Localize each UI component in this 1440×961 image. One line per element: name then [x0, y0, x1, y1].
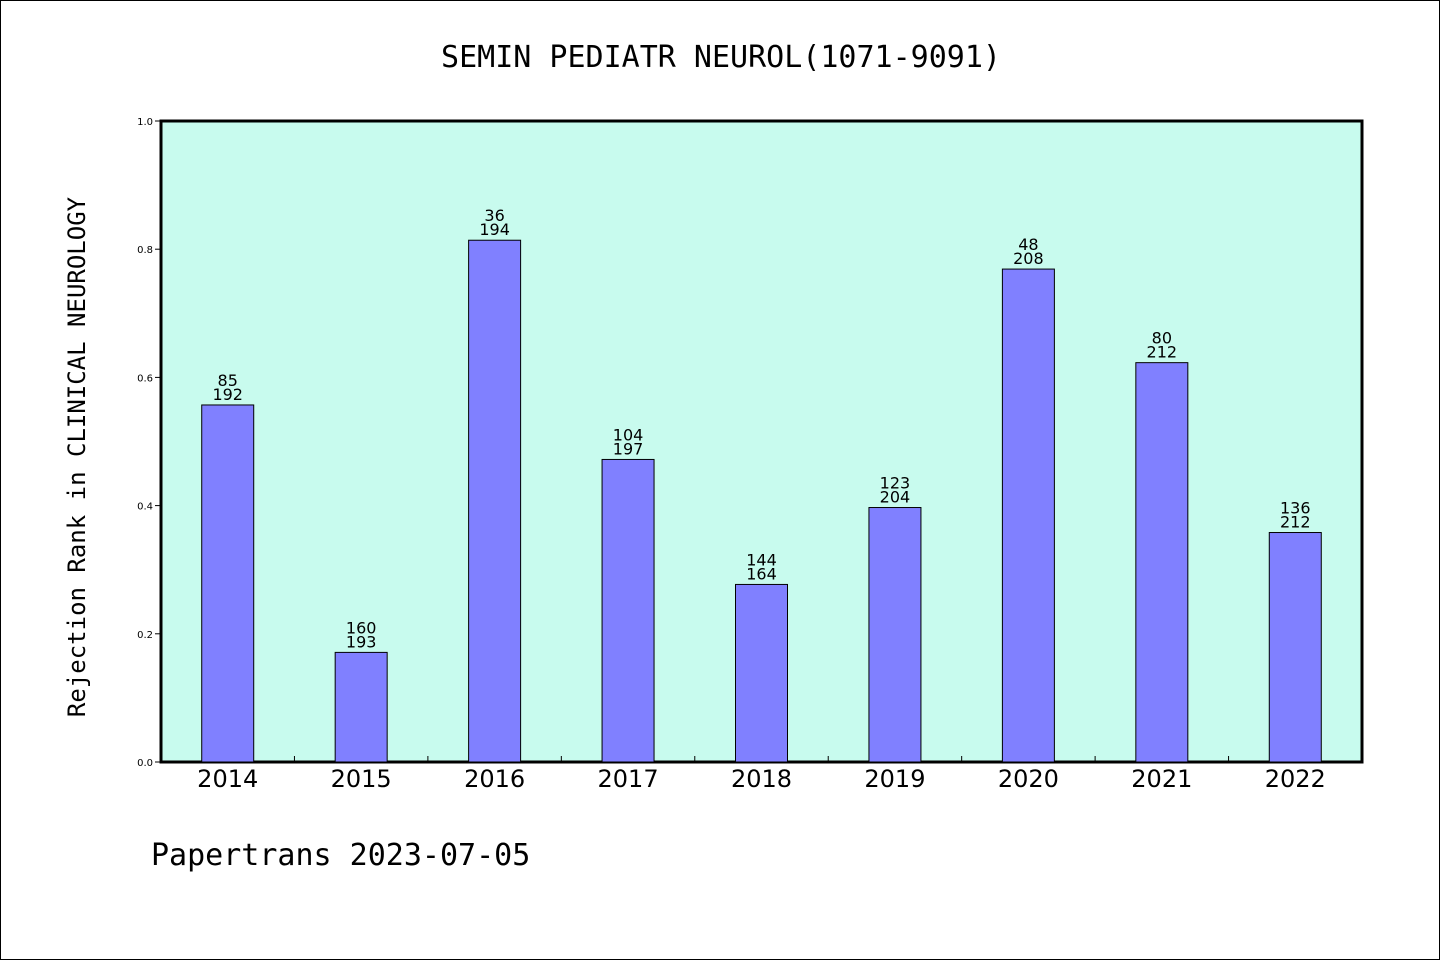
- x-tick-label: 2022: [1265, 765, 1326, 793]
- bar-2015: [334, 651, 388, 763]
- y-tick-label: 0.4: [137, 502, 153, 513]
- data-label-rank: 85: [218, 371, 238, 390]
- data-label-rank: 104: [613, 425, 644, 444]
- data-label-total: 193: [346, 632, 377, 651]
- y-tick-label: 0.6: [137, 373, 153, 384]
- y-axis-label: Rejection Rank in CLINICAL NEUROLOGY: [63, 196, 91, 717]
- y-tick-label: 0.8: [137, 245, 153, 256]
- data-label-rank: 136: [1280, 499, 1311, 518]
- y-tick-label: 0.2: [137, 630, 153, 641]
- bar-2020: [1001, 268, 1055, 763]
- bars-layer: [201, 239, 1322, 763]
- data-label-rank: 123: [880, 474, 911, 493]
- bar-2021: [1135, 362, 1189, 763]
- bar-2016: [468, 239, 522, 763]
- data-label-total: 208: [1013, 249, 1044, 268]
- y-axis: 0.0 0.2 0.4 0.6 0.8 1.0: [137, 117, 161, 769]
- data-label-rank: 160: [346, 618, 377, 637]
- bar-2022: [1268, 532, 1322, 763]
- bar-2014: [201, 404, 255, 763]
- data-label-rank: 80: [1152, 329, 1172, 348]
- data-label-total: 204: [880, 488, 911, 507]
- x-axis: 2014 2015 2016 2017 2018 2019 2020 2021 2022: [197, 756, 1326, 793]
- x-tick-label: 2019: [864, 765, 925, 793]
- bar-2018: [735, 583, 788, 763]
- chart-title: SEMIN PEDIATR NEUROL(1071-9091): [441, 40, 1001, 75]
- y-tick-label: 1.0: [137, 117, 153, 128]
- x-tick-label: 2021: [1131, 765, 1192, 793]
- x-tick-label: 2015: [331, 765, 392, 793]
- data-label-rank: 36: [484, 206, 504, 225]
- footer-credit: Papertrans 2023-07-05: [151, 838, 530, 873]
- data-label-rank: 144: [746, 550, 777, 569]
- x-tick-label: 2017: [598, 765, 659, 793]
- bar-2019: [868, 507, 922, 763]
- data-label-total: 212: [1280, 513, 1311, 532]
- x-tick-label: 2018: [731, 765, 792, 793]
- data-label-rank: 48: [1018, 235, 1038, 254]
- x-tick-label: 2016: [464, 765, 525, 793]
- data-label-total: 192: [212, 385, 243, 404]
- data-label-total: 164: [746, 564, 777, 583]
- bar-2017: [601, 458, 655, 763]
- data-label-total: 212: [1147, 343, 1178, 362]
- data-label-total: 197: [613, 439, 644, 458]
- y-tick-label: 0.0: [137, 758, 153, 769]
- x-tick-label: 2014: [197, 765, 258, 793]
- data-label-total: 194: [479, 220, 510, 239]
- x-tick-label: 2020: [998, 765, 1059, 793]
